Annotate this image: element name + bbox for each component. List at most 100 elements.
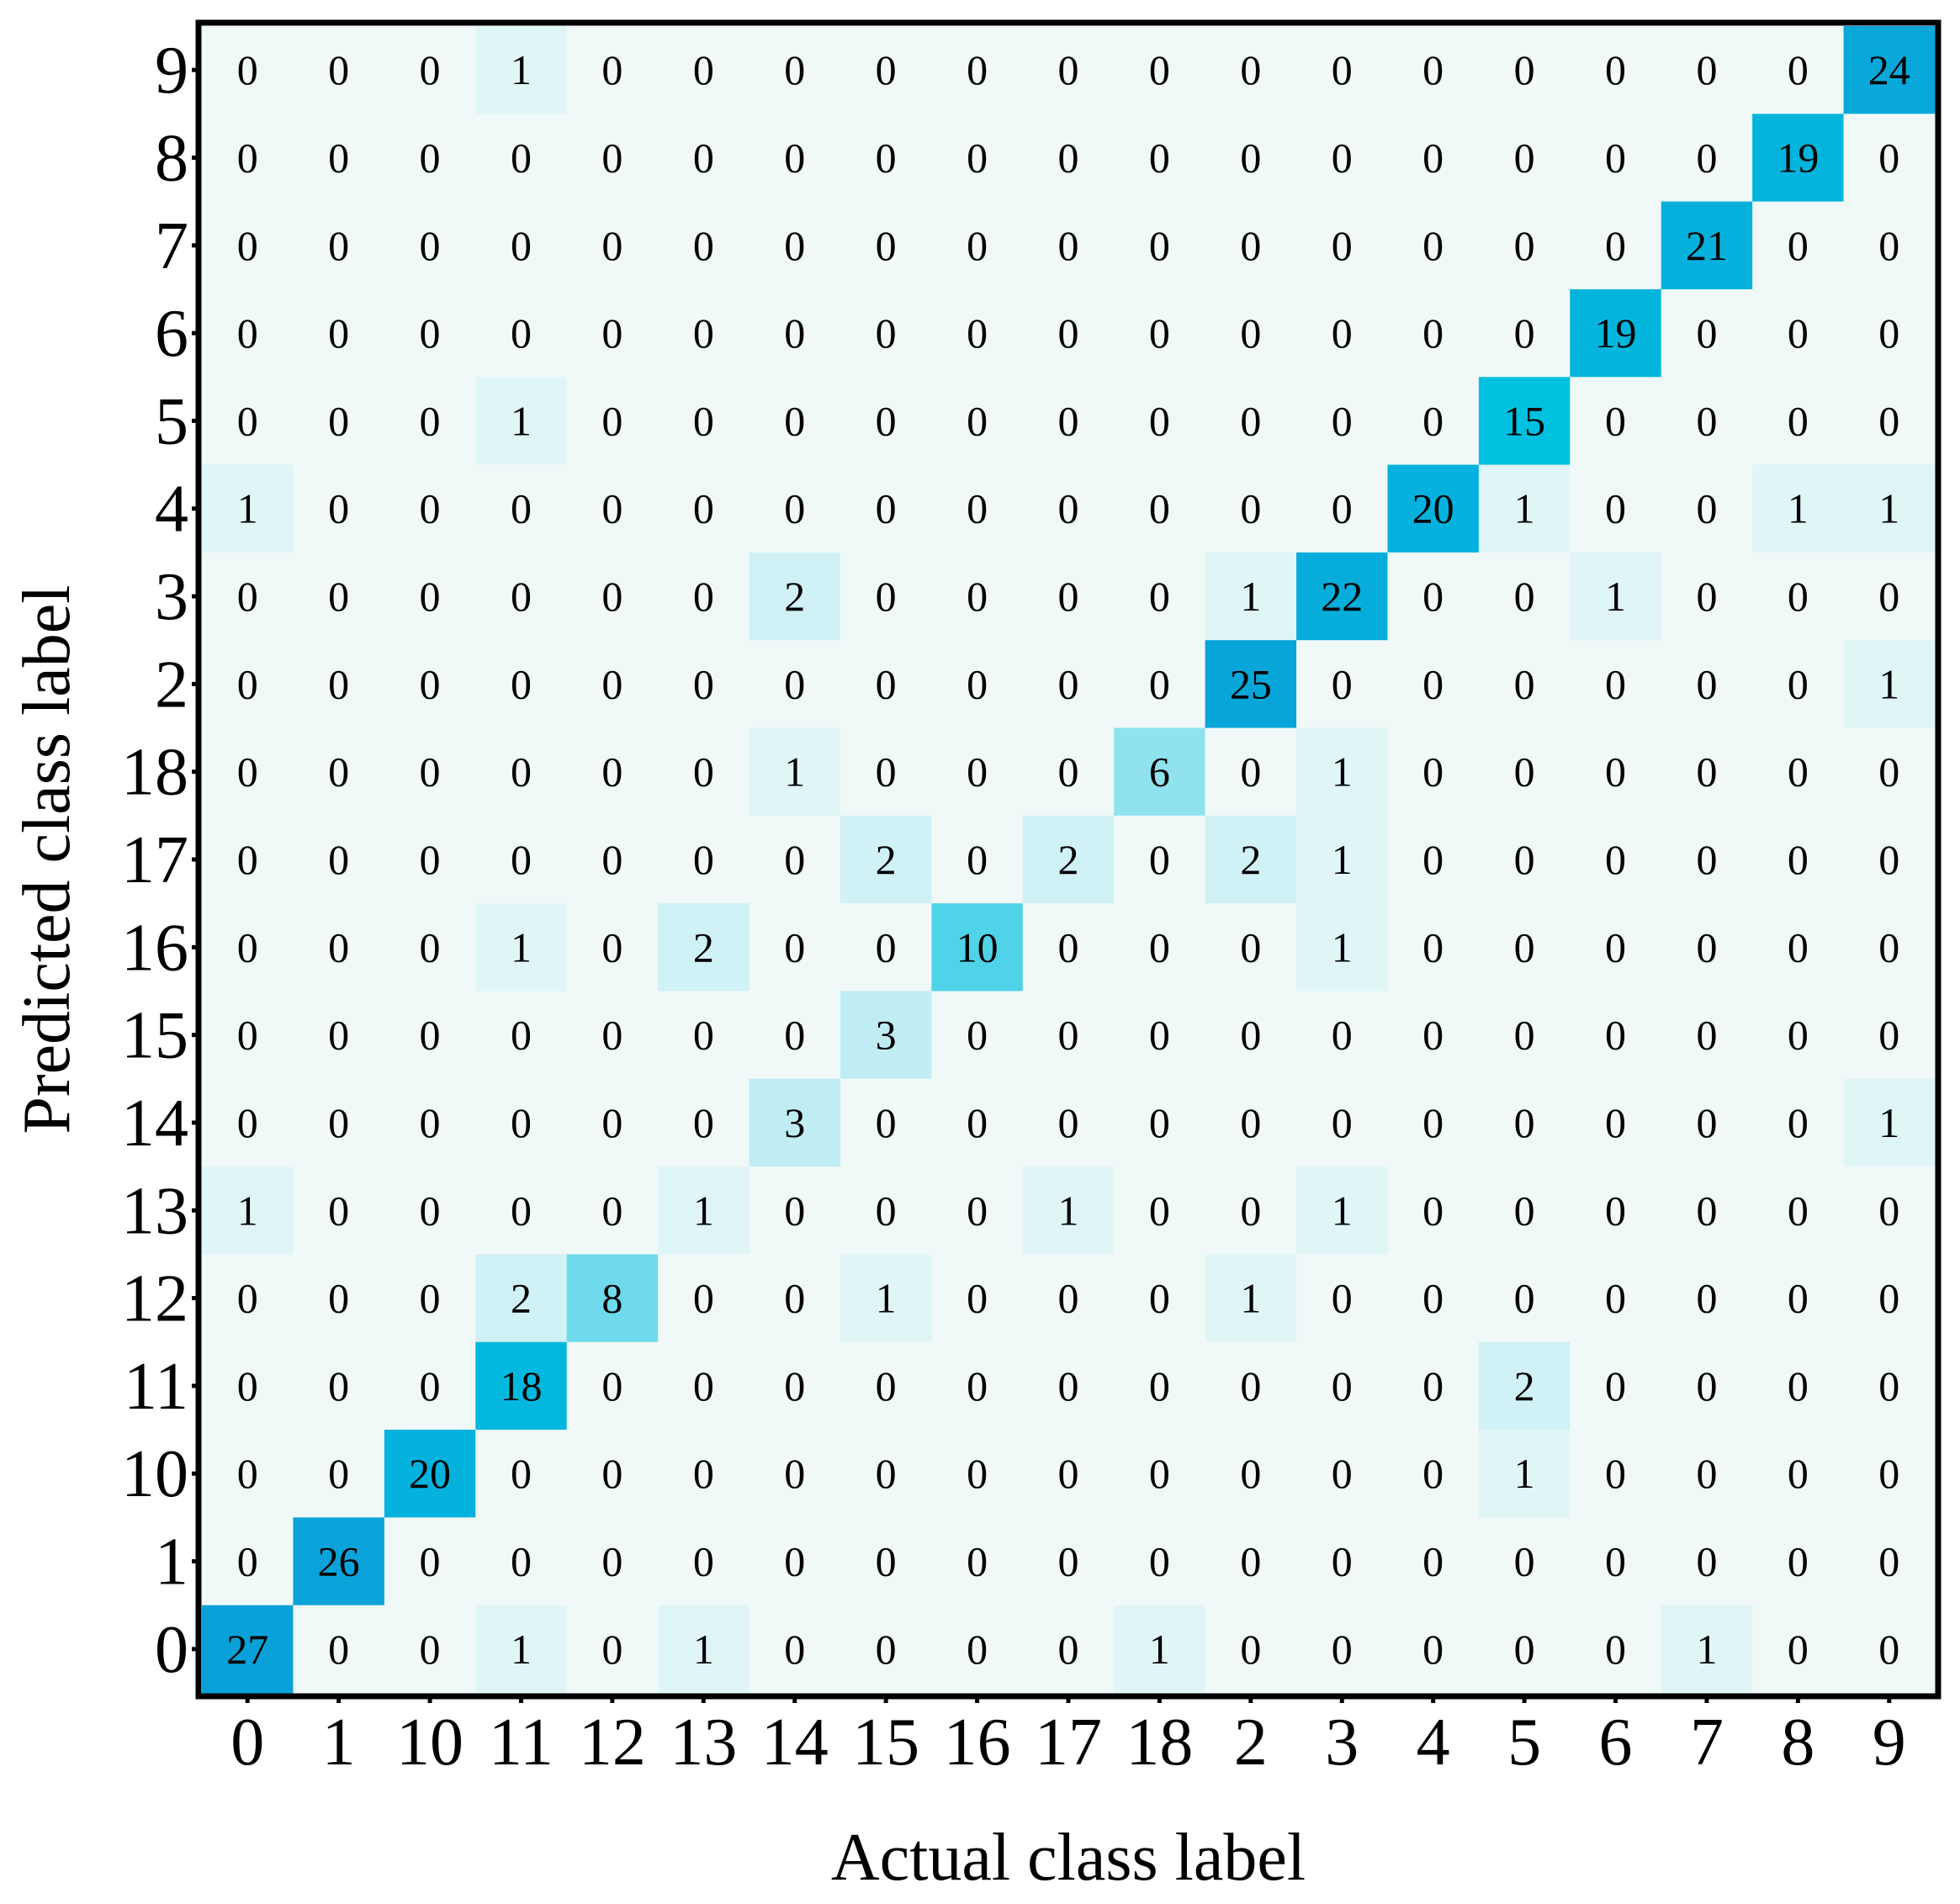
cell-value-label: 0 <box>693 46 714 93</box>
heatmap-cell <box>1205 464 1297 553</box>
heatmap-cell <box>1114 1341 1206 1431</box>
heatmap-cell <box>1114 288 1206 378</box>
heatmap-cell <box>475 114 568 203</box>
heatmap-cell <box>475 201 568 290</box>
heatmap-cell <box>931 991 1024 1080</box>
heatmap-cell <box>566 1078 659 1167</box>
cell-value-label: 3 <box>784 1099 805 1146</box>
heatmap-cell <box>1205 377 1297 466</box>
y-tick-label: 3 <box>155 560 188 634</box>
cell-value-label: 0 <box>1422 1538 1444 1585</box>
heatmap-cell <box>749 991 841 1080</box>
cell-value-label: 0 <box>601 1012 622 1059</box>
cell-value-label: 0 <box>784 1275 805 1322</box>
cell-value-label: 2 <box>784 573 805 620</box>
heatmap-cell <box>1570 552 1662 641</box>
heatmap-cell <box>202 640 294 729</box>
heatmap-cell <box>1205 815 1297 904</box>
heatmap-cell <box>658 1341 750 1431</box>
heatmap-cell <box>1296 464 1389 553</box>
heatmap-cell <box>658 464 750 553</box>
heatmap-cell <box>566 1517 659 1606</box>
heatmap-cell <box>1661 1605 1753 1694</box>
heatmap-cell <box>931 1341 1024 1431</box>
cell-value-label: 1 <box>511 46 532 93</box>
y-axis-title: Predicted class label <box>10 584 84 1134</box>
cell-value-label: 0 <box>1240 222 1261 269</box>
cell-value-label: 0 <box>1788 1012 1809 1059</box>
heatmap-cell <box>840 1430 932 1518</box>
cell-value-label: 0 <box>420 748 441 796</box>
heatmap-cell <box>1387 201 1480 290</box>
heatmap-cell <box>931 1517 1024 1606</box>
heatmap-cell <box>384 991 476 1080</box>
cell-value-label: 0 <box>1605 836 1626 883</box>
cell-value-label: 0 <box>1788 660 1809 707</box>
cell-value-label: 0 <box>876 1450 897 1497</box>
heatmap-cell <box>1205 1341 1297 1431</box>
cell-value-label: 0 <box>1788 1099 1809 1146</box>
x-tick-label: 3 <box>1325 1706 1359 1780</box>
heatmap-cell <box>749 552 841 641</box>
cell-value-label: 0 <box>1332 309 1353 357</box>
heatmap-cell <box>1114 991 1206 1080</box>
cell-value-label: 0 <box>876 397 897 444</box>
cell-value-label: 0 <box>328 1362 349 1409</box>
heatmap-cell <box>1205 288 1297 378</box>
cell-value-label: 0 <box>1788 748 1809 796</box>
cell-value-label: 3 <box>876 1012 897 1059</box>
heatmap-cell <box>475 26 568 114</box>
cell-value-label: 0 <box>1878 748 1899 796</box>
cell-value-label: 0 <box>1149 1275 1170 1322</box>
x-tick-label: 10 <box>396 1706 464 1780</box>
cell-value-label: 0 <box>1788 1538 1809 1585</box>
cell-value-label: 0 <box>1878 1626 1899 1673</box>
heatmap-cell <box>1114 727 1206 817</box>
cell-value-label: 0 <box>601 1362 622 1409</box>
cell-value-label: 0 <box>420 1362 441 1409</box>
cell-value-label: 0 <box>1696 1538 1717 1585</box>
y-tick-label: 0 <box>155 1613 188 1687</box>
y-tick-label: 14 <box>121 1087 188 1161</box>
heatmap-cell <box>1387 552 1480 641</box>
cell-value-label: 0 <box>1240 1099 1261 1146</box>
cell-value-label: 0 <box>237 1362 258 1409</box>
x-tick-label: 4 <box>1417 1706 1450 1780</box>
heatmap-cell <box>1387 464 1480 553</box>
heatmap-cell <box>1387 1166 1480 1256</box>
cell-value-label: 0 <box>1878 1012 1899 1059</box>
cell-value-label: 0 <box>1332 1275 1353 1322</box>
cell-value-label: 20 <box>409 1450 451 1497</box>
y-tick-label: 9 <box>155 34 188 108</box>
heatmap-cell <box>1296 640 1389 729</box>
heatmap-cell <box>566 288 659 378</box>
heatmap-cell <box>840 727 932 817</box>
cell-value-label: 0 <box>1696 1362 1717 1409</box>
cell-value-label: 0 <box>1058 222 1079 269</box>
cell-value-label: 0 <box>511 1450 532 1497</box>
cell-value-label: 0 <box>420 1626 441 1673</box>
x-tick-label: 8 <box>1781 1706 1814 1780</box>
heatmap-cell <box>749 377 841 466</box>
heatmap-cell <box>293 1254 385 1343</box>
heatmap-cell <box>1661 1341 1753 1431</box>
heatmap-cell <box>566 640 659 729</box>
heatmap-cell <box>1570 1517 1662 1606</box>
y-tick-label: 12 <box>121 1262 188 1336</box>
heatmap-cell <box>202 1341 294 1431</box>
cell-value-label: 1 <box>1878 660 1899 707</box>
x-tick-label: 0 <box>230 1706 264 1780</box>
heatmap-cell <box>1661 201 1753 290</box>
heatmap-cell <box>1387 1605 1480 1694</box>
heatmap-cell <box>1114 464 1206 553</box>
heatmap-cell <box>1752 727 1845 817</box>
heatmap-cell <box>749 1254 841 1343</box>
cell-value-label: 0 <box>693 1362 714 1409</box>
heatmap-cell <box>1752 991 1845 1080</box>
cell-value-label: 0 <box>693 309 714 357</box>
heatmap-cell <box>931 1605 1024 1694</box>
heatmap-cell <box>1205 1605 1297 1694</box>
cell-value-label: 1 <box>1696 1626 1717 1673</box>
heatmap-cell <box>749 288 841 378</box>
heatmap-cell <box>1843 640 1936 729</box>
